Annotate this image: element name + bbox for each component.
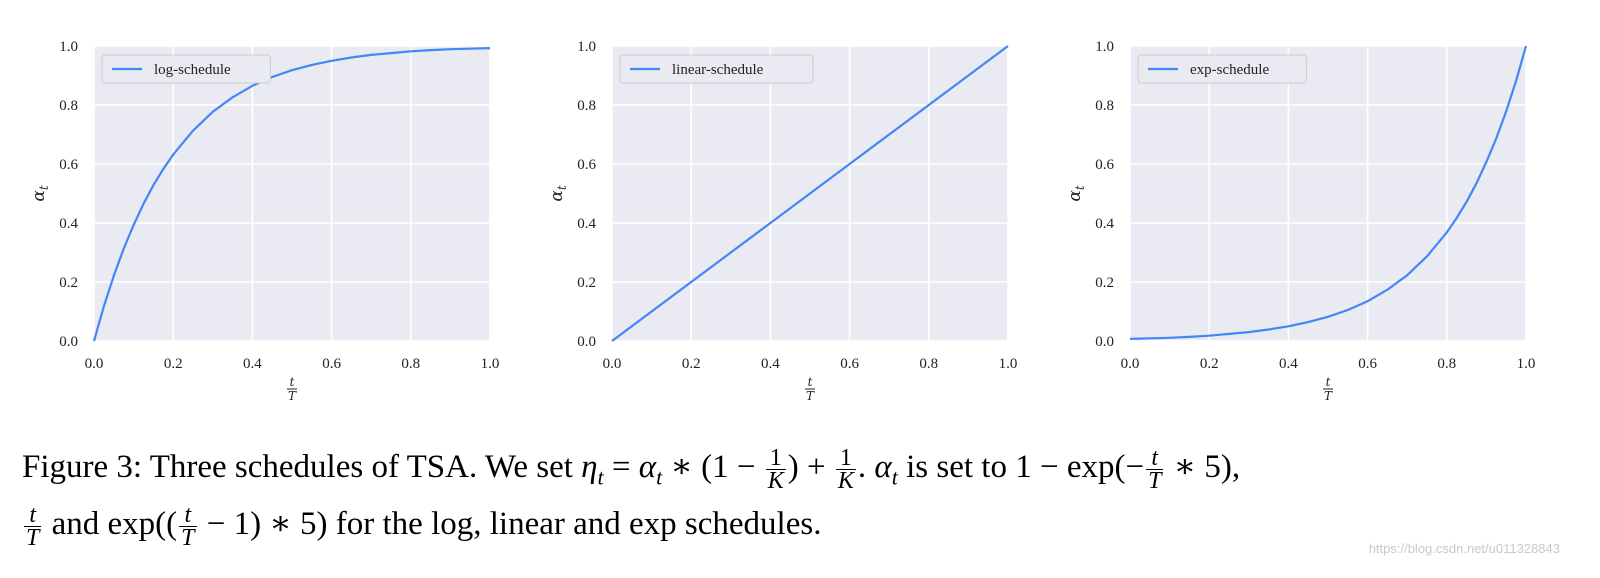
x-tick-label: 0.2	[682, 356, 701, 372]
x-tick-label: 0.8	[1437, 356, 1456, 372]
caption-eta: η	[581, 449, 598, 485]
caption-text: is set to 1 − exp(−	[897, 449, 1145, 485]
x-tick-label: 0.0	[1121, 356, 1140, 372]
legend-label: exp-schedule	[1190, 62, 1269, 78]
x-axis-label-denominator: T	[1324, 389, 1333, 403]
y-tick-label: 1.0	[59, 39, 78, 55]
y-tick-label: 0.8	[59, 98, 78, 114]
x-tick-label: 0.6	[1358, 356, 1377, 372]
y-tick-label: 0.4	[1095, 216, 1114, 232]
legend-box	[101, 54, 271, 84]
caption-eq: ∗ (1 −	[662, 449, 764, 485]
x-tick-label: 0.0	[85, 356, 104, 372]
x-tick-label: 0.4	[243, 356, 262, 372]
x-tick-label: 0.4	[1279, 356, 1298, 372]
y-tick-label: 0.6	[577, 157, 596, 173]
series-line-log-schedule	[92, 47, 491, 342]
legend-label: linear-schedule	[672, 62, 764, 78]
x-tick-label: 0.0	[603, 356, 622, 372]
figure: 0.0 0.2 0.4 0.6 0.8 1.0 0.0 0.2 0.4 0.6 0.8 1.0 αt t T…	[29, 39, 1535, 403]
y-axis-label: αt	[547, 185, 569, 201]
x-axis-label-numerator: t	[1326, 375, 1331, 389]
x-axis-label-denominator: T	[288, 389, 297, 403]
x-tick-label: 1.0	[481, 356, 500, 372]
legend-box	[619, 54, 814, 84]
caption-alpha: α	[638, 449, 657, 485]
caption-alpha-sub: t	[891, 464, 898, 490]
y-tick-label: 1.0	[1095, 39, 1114, 55]
caption-eq: =	[603, 449, 639, 485]
legend-label: log-schedule	[154, 62, 231, 78]
y-tick-label: 0.6	[59, 157, 78, 173]
caption-text: Figure 3: Three schedules of TSA. We set	[22, 449, 582, 485]
x-tick-label: 0.6	[322, 356, 341, 372]
caption-eq: .	[857, 449, 875, 485]
y-tick-label: 0.0	[59, 334, 78, 350]
y-tick-label: 0.4	[577, 216, 596, 232]
plot-area	[1130, 46, 1526, 341]
figure-caption: Figure 3: Three schedules of TSA. We set…	[22, 444, 1582, 551]
series-line-linear-schedule	[611, 45, 1009, 342]
chart-panel-2: 0.0 0.2 0.4 0.6 0.8 1.0 0.0 0.2 0.4 0.6 0.8 1.0 αt tT…	[547, 39, 1017, 403]
x-axis-label-numerator: t	[808, 375, 813, 389]
chart-panel-1: 0.0 0.2 0.4 0.6 0.8 1.0 0.0 0.2 0.4 0.6 0.8 1.0 αt tT…	[29, 39, 499, 403]
caption-alpha-sub: t	[656, 464, 663, 490]
watermark: https://blog.csdn.net/u011328843	[1368, 541, 1560, 556]
x-tick-label: 0.8	[401, 356, 420, 372]
y-tick-label: 0.2	[59, 275, 78, 291]
caption-eq: ) +	[787, 449, 834, 485]
x-tick-label: 0.4	[761, 356, 780, 372]
x-tick-label: 1.0	[999, 356, 1018, 372]
x-axis-label-denominator: T	[806, 389, 815, 403]
y-tick-label: 1.0	[577, 39, 596, 55]
caption-alpha: α	[874, 449, 892, 485]
caption-eq: ∗ 5),	[1165, 449, 1241, 485]
y-tick-label: 0.0	[1095, 334, 1114, 350]
x-tick-label: 0.6	[840, 356, 859, 372]
x-tick-label: 0.8	[919, 356, 938, 372]
y-tick-label: 0.0	[577, 334, 596, 350]
caption-line-1: Figure 3: Three schedules of TSA. We set…	[22, 444, 1582, 501]
legend-box	[1137, 54, 1307, 84]
y-axis-label: αt	[1065, 185, 1087, 201]
x-tick-label: 1.0	[1517, 356, 1536, 372]
y-tick-label: 0.2	[1095, 275, 1114, 291]
plot-area	[94, 46, 490, 341]
x-tick-label: 0.2	[164, 356, 183, 372]
caption-text: − 1) ∗ 5) for the log, linear and exp sc…	[198, 505, 822, 542]
caption-eta-sub: t	[597, 464, 604, 490]
x-axis-label-numerator: t	[290, 375, 295, 389]
y-tick-label: 0.8	[1095, 98, 1114, 114]
y-tick-label: 0.2	[577, 275, 596, 291]
caption-text: and exp((	[43, 505, 178, 542]
y-tick-label: 0.4	[59, 216, 78, 232]
x-tick-label: 0.2	[1200, 356, 1219, 372]
figure-svg: 0.0 0.2 0.4 0.6 0.8 1.00.00.20.40.60.81.0αttT…	[29, 39, 1535, 403]
y-tick-label: 0.6	[1095, 157, 1114, 173]
y-tick-label: 0.8	[577, 98, 596, 114]
chart-panel-3: 0.0 0.2 0.4 0.6 0.8 1.0 0.0 0.2 0.4 0.6 0.8 1.0 αt tT…	[1065, 39, 1535, 403]
series-line-exp-schedule	[1129, 45, 1528, 340]
y-axis-label: αt	[29, 185, 51, 201]
